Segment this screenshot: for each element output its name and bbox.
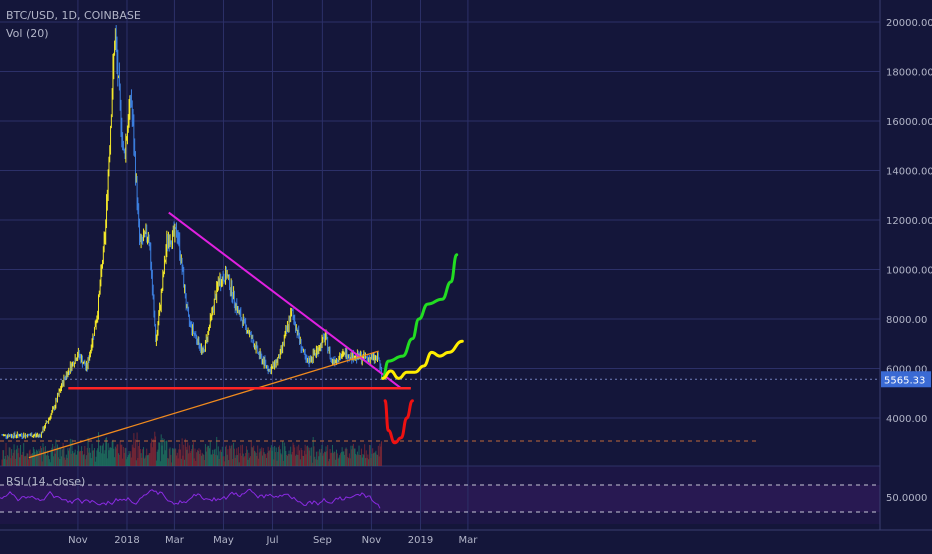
time-tick-label: Sep (313, 535, 332, 546)
price-tick-label: 8000.00 (886, 315, 927, 326)
resistance-trendline (168, 211, 402, 390)
scenario-red-line (383, 399, 414, 445)
symbol-legend: BTC/USD, 1D, COINBASE (6, 9, 141, 22)
rsi-label: RSI (14, close) (6, 475, 85, 488)
price-tick-label: 16000.00 (886, 117, 932, 128)
time-tick-label: Nov (362, 535, 382, 546)
price-tick-label: 20000.00 (886, 18, 932, 29)
rsi-axis-label: 50.0000 (886, 493, 927, 504)
price-axis-panel (880, 0, 932, 530)
time-axis-panel (0, 530, 932, 550)
time-tick-label: May (213, 535, 234, 546)
time-tick-label: Nov (68, 535, 88, 546)
rsi-band (0, 485, 880, 512)
volume-legend: Vol (20) (6, 27, 49, 40)
time-tick-label: 2018 (114, 535, 139, 546)
scenario-yellow-line (381, 339, 464, 380)
last-price-tag (881, 371, 931, 388)
scenario-green-line (381, 253, 459, 380)
support-trendline (28, 350, 379, 459)
price-tick-label: 6000.00 (886, 365, 927, 376)
price-tick-label: 12000.00 (886, 216, 932, 227)
price-tick-label: 18000.00 (886, 68, 932, 79)
time-tick-label: Mar (165, 535, 185, 546)
time-tick-label: 2019 (408, 535, 433, 546)
time-tick-label: Mar (458, 535, 478, 546)
price-tick-label: 14000.00 (886, 167, 932, 178)
rsi-line (0, 488, 381, 509)
price-tick-label: 10000.00 (886, 266, 932, 277)
time-tick-label: Jul (265, 535, 278, 546)
price-tick-label: 4000.00 (886, 414, 927, 425)
last-price-label: 5565.33 (884, 375, 925, 386)
